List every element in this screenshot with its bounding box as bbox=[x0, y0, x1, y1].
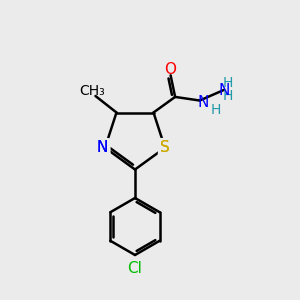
Text: H: H bbox=[210, 103, 220, 117]
Text: N: N bbox=[198, 94, 209, 110]
Text: N: N bbox=[218, 82, 230, 98]
Text: O: O bbox=[165, 62, 177, 77]
Text: H: H bbox=[223, 89, 233, 103]
Text: N: N bbox=[97, 140, 108, 155]
Text: S: S bbox=[160, 140, 170, 155]
Text: CH₃: CH₃ bbox=[79, 84, 105, 98]
Text: S: S bbox=[160, 140, 170, 155]
Text: N: N bbox=[97, 140, 108, 155]
Text: Cl: Cl bbox=[128, 261, 142, 276]
Text: H: H bbox=[223, 76, 233, 89]
